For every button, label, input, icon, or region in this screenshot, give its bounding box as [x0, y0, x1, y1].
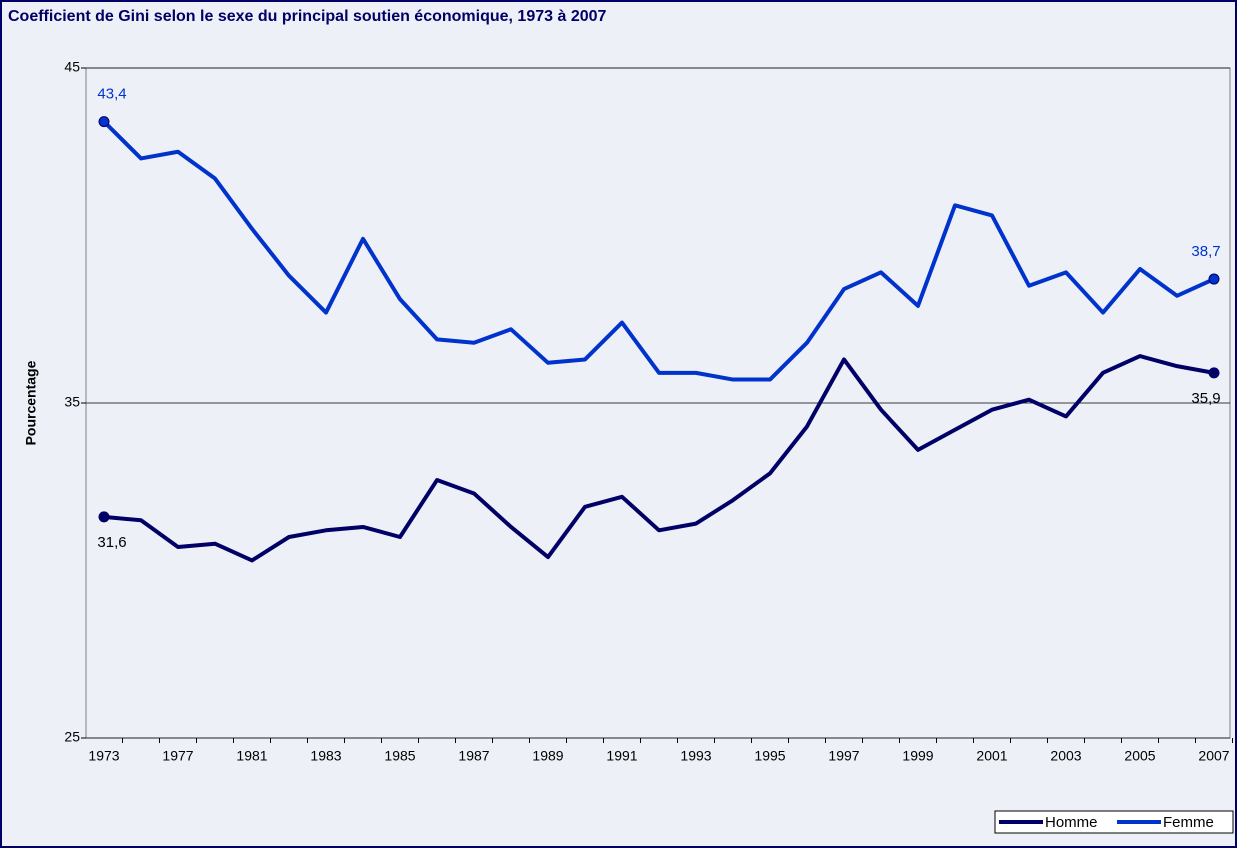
- line-series: [103, 354, 1215, 563]
- x-tick-label: 1973: [88, 748, 119, 764]
- x-tick-label: 2005: [1124, 748, 1155, 764]
- point-marker: [98, 116, 110, 128]
- y-tick-label: 25: [64, 729, 80, 745]
- x-tick-label: 1991: [606, 748, 637, 764]
- legend-box: [994, 810, 1234, 834]
- data-label: 31,6: [97, 534, 126, 551]
- point-marker: [1208, 273, 1220, 285]
- x-tick-label: 1995: [754, 748, 785, 764]
- line-series: [102, 120, 1215, 382]
- x-tick-label: 1983: [310, 748, 341, 764]
- x-tick-label: 1993: [680, 748, 711, 764]
- x-tick-label: 1989: [532, 748, 563, 764]
- x-tick-label: 2003: [1050, 748, 1081, 764]
- data-label: 35,9: [1191, 390, 1220, 407]
- chart-title: Coefficient de Gini selon le sexe du pri…: [8, 8, 607, 25]
- x-tick-label: 1981: [236, 748, 267, 764]
- y-tick-label: 45: [64, 59, 80, 75]
- point-marker: [1208, 367, 1220, 379]
- x-tick-label: 1985: [384, 748, 415, 764]
- legend-label: Femme: [1163, 814, 1214, 831]
- x-tick-label: 2001: [976, 748, 1007, 764]
- x-tick-label: 1997: [828, 748, 859, 764]
- x-tick-label: 1987: [458, 748, 489, 764]
- x-tick-label: 1977: [162, 748, 193, 764]
- data-label: 38,7: [1191, 243, 1220, 260]
- x-tick-label: 2007: [1198, 748, 1229, 764]
- x-tick-label: 1999: [902, 748, 933, 764]
- legend-label: Homme: [1045, 814, 1098, 831]
- y-axis-label: Pourcentage: [23, 360, 39, 445]
- y-tick-label: 35: [64, 394, 80, 410]
- data-label: 43,4: [97, 86, 126, 103]
- point-marker: [98, 511, 110, 523]
